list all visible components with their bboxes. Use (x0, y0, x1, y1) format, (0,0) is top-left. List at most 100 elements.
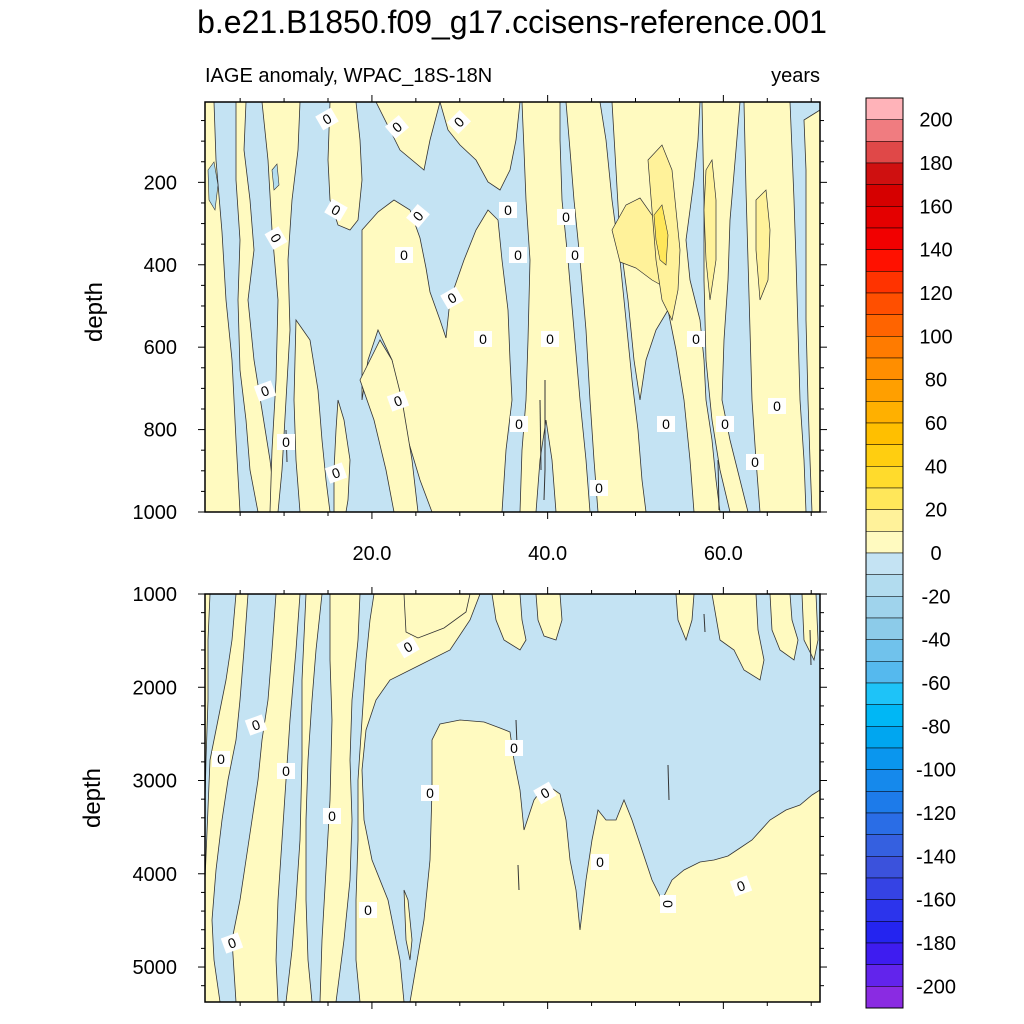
colorbar-label: 20 (925, 500, 947, 522)
colorbar-label: -200 (916, 976, 956, 998)
upper-contour-label: 0 (277, 434, 295, 450)
upper-contour-label: 0 (499, 202, 517, 218)
colorbar-box (865, 726, 904, 749)
colorbar-box (865, 379, 904, 402)
upper-contour-label: 0 (557, 209, 575, 225)
svg-text:0: 0 (514, 247, 522, 263)
colorbar-label: -40 (922, 630, 951, 652)
lower-positive-region (769, 594, 799, 661)
colorbar-label: 40 (925, 456, 947, 478)
lower-contour-label: 0 (660, 895, 676, 913)
lower-positive-region (319, 594, 361, 1002)
upper-plot-frame (204, 101, 821, 513)
upper-positive-region (261, 102, 301, 512)
svg-text:0: 0 (660, 900, 676, 908)
upper-contour-label: 0 (315, 107, 339, 131)
upper-positive-region (803, 109, 820, 512)
upper-y-tick-label: 1000 (133, 502, 178, 524)
colorbar-box (865, 834, 904, 857)
colorbar-label: -80 (922, 716, 951, 738)
svg-text:0: 0 (282, 763, 290, 779)
lower-positive-region (491, 594, 527, 651)
upper-contour-label: 0 (746, 454, 764, 470)
upper-positive-region (327, 102, 363, 231)
colorbar-box (865, 682, 904, 705)
lower-contour-label: 0 (729, 875, 753, 897)
colorbar-label: -100 (916, 760, 956, 782)
colorbar-box (865, 249, 904, 272)
lower-positive-region (675, 594, 695, 642)
svg-text:0: 0 (662, 416, 670, 432)
upper-contour-label: 0 (716, 416, 734, 432)
svg-text:0: 0 (692, 331, 700, 347)
svg-text:0: 0 (510, 740, 518, 756)
upper-contour-label: 0 (324, 198, 348, 222)
colorbar-box (865, 921, 904, 944)
colorbar-box (865, 531, 904, 554)
svg-text:0: 0 (504, 202, 512, 218)
colorbar-box (865, 444, 904, 467)
colorbar-label: 80 (925, 370, 947, 392)
colorbar-box (865, 292, 904, 315)
upper-contour-label: 0 (768, 398, 786, 414)
svg-text:0: 0 (426, 785, 434, 801)
svg-text:0: 0 (217, 751, 225, 767)
colorbar-box (865, 791, 904, 814)
colorbar-label: 120 (919, 283, 952, 305)
lower-positive-region (801, 594, 819, 662)
upper-strong-positive-region (653, 204, 669, 266)
upper-contour-label: 0 (446, 109, 472, 135)
colorbar-box (865, 227, 904, 250)
upper-y-tick-label: 400 (144, 255, 177, 277)
upper-y-tick-label: 600 (144, 337, 177, 359)
svg-text:0: 0 (328, 808, 336, 824)
upper-contour-label: 0 (474, 331, 492, 347)
lower-positive-region (403, 594, 471, 639)
colorbar-box (865, 466, 904, 489)
colorbar-label: 100 (919, 326, 952, 348)
colorbar-box (865, 141, 904, 164)
lower-contour-label: 0 (421, 785, 439, 801)
svg-text:0: 0 (595, 480, 603, 496)
colorbar-box (865, 336, 904, 359)
colorbar-label: -160 (916, 890, 956, 912)
upper-contour-label: 0 (386, 390, 410, 412)
lower-contour-label: 0 (212, 751, 230, 767)
svg-text:0: 0 (515, 416, 523, 432)
colorbar-label: 180 (919, 153, 952, 175)
svg-text:0: 0 (479, 331, 487, 347)
upper-y-axis-label: depth (81, 282, 108, 342)
svg-text:0: 0 (751, 454, 759, 470)
upper-y-tick-label: 800 (144, 420, 177, 442)
upper-contour-label: 0 (687, 331, 705, 347)
colorbar-label: 200 (919, 110, 952, 132)
svg-text:0: 0 (400, 247, 408, 263)
upper-contour-label: 0 (395, 247, 413, 263)
colorbar-box (865, 964, 904, 987)
lower-y-tick-label: 4000 (133, 864, 178, 886)
lower-positive-region (205, 594, 249, 1002)
colorbar-box (865, 206, 904, 229)
upper-moderate-positive-region (703, 158, 717, 301)
colorbar-label: -120 (916, 803, 956, 825)
colorbar-box (865, 574, 904, 597)
upper-contour-label: 0 (541, 331, 559, 347)
lower-contour-label: 0 (505, 740, 523, 756)
upper-positive-region (293, 318, 331, 512)
x-tick-label: 60.0 (704, 543, 743, 565)
colorbar-label: -60 (922, 673, 951, 695)
colorbar-label: -20 (922, 586, 951, 608)
colorbar-box (865, 509, 904, 532)
colorbar-box (865, 856, 904, 879)
upper-contour-panel: 200 400 600 800 1000 20.0 40.0 60.0 0 0 0 0 0 0 0 0 0 0… (133, 95, 827, 565)
upper-contour-label: 0 (384, 115, 410, 139)
colorbar-box (865, 986, 904, 1009)
lower-contour-label: 0 (323, 808, 341, 824)
svg-text:0: 0 (364, 902, 372, 918)
colorbar-label: -140 (916, 846, 956, 868)
upper-contour-label: 0 (440, 286, 464, 310)
upper-moderate-positive-region (755, 189, 771, 301)
colorbar-box (865, 162, 904, 185)
lower-y-tick-label: 2000 (133, 677, 178, 699)
upper-contour-line (539, 399, 542, 471)
